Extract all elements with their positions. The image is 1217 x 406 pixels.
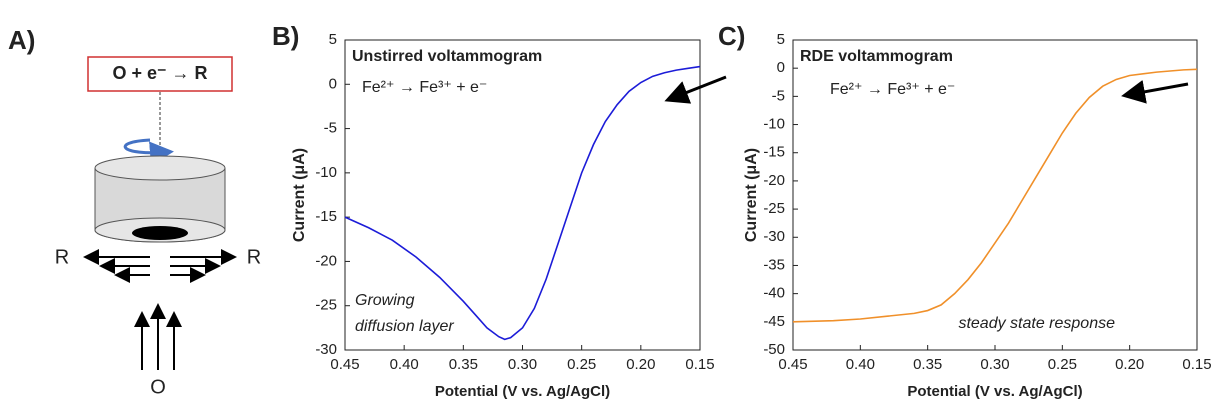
y-tick-label: -40: [763, 285, 785, 302]
reactant-label: O: [150, 376, 166, 398]
y-tick-label: -20: [763, 172, 785, 189]
y-tick-label: -30: [763, 228, 785, 245]
chart-title: Unstirred voltammogram: [352, 48, 542, 65]
reaction-text: O + e⁻ → R: [112, 63, 207, 83]
x-axis-label: Potential (V vs. Ag/AgCl): [435, 383, 610, 400]
y-tick-label: -10: [315, 164, 337, 181]
x-tick-label: 0.40: [390, 356, 419, 373]
x-tick-label: 0.45: [778, 356, 807, 373]
data-line: [792, 68, 1198, 323]
x-tick-label: 0.20: [1115, 356, 1144, 373]
x-tick-label: 0.30: [980, 356, 1009, 373]
annotation: Fe²⁺ → Fe³⁺ + e⁻: [830, 81, 955, 98]
chart-title: RDE voltammogram: [800, 48, 953, 65]
y-tick-label: -30: [315, 341, 337, 358]
panel-label: B): [272, 21, 299, 51]
annotation: steady state response: [958, 315, 1115, 332]
y-tick-label: 0: [329, 75, 337, 92]
panel-a: A) O + e⁻ → R R R O: [8, 25, 261, 398]
x-tick-label: 0.25: [1048, 356, 1077, 373]
x-tick-label: 0.25: [567, 356, 596, 373]
x-axis-label: Potential (V vs. Ag/AgCl): [907, 383, 1082, 400]
electrode-disk: [132, 226, 188, 240]
rotation-arrow: [123, 138, 174, 166]
direction-arrow: [664, 75, 727, 104]
y-axis-label: Current (μA): [291, 148, 308, 242]
y-tick-label: 0: [777, 59, 785, 76]
x-tick-label: 0.35: [913, 356, 942, 373]
x-tick-label: 0.45: [330, 356, 359, 373]
y-tick-label: -5: [324, 120, 337, 137]
y-axis-label: Current (μA): [743, 148, 760, 242]
y-tick-label: -45: [763, 313, 785, 330]
y-tick-label: -10: [763, 116, 785, 133]
flow-arrows: [83, 249, 237, 370]
x-tick-label: 0.15: [1182, 356, 1211, 373]
y-tick-label: -15: [315, 208, 337, 225]
y-tick-label: -35: [763, 256, 785, 273]
x-tick-label: 0.15: [685, 356, 714, 373]
electrode-top: [94, 155, 226, 181]
product-label: R: [247, 246, 261, 268]
annotation: Growing: [355, 292, 415, 309]
product-label: R: [55, 246, 69, 268]
reaction-box: [87, 56, 233, 92]
y-tick-label: -15: [763, 144, 785, 161]
annotation: diffusion layer: [355, 318, 454, 335]
y-tick-label: -20: [315, 252, 337, 269]
y-tick-label: 5: [777, 31, 785, 48]
x-tick-label: 0.35: [449, 356, 478, 373]
x-tick-label: 0.30: [508, 356, 537, 373]
data-line: [344, 65, 701, 341]
annotation: Fe²⁺ → Fe³⁺ + e⁻: [362, 79, 487, 96]
y-tick-label: -50: [763, 341, 785, 358]
direction-arrow: [1121, 79, 1189, 104]
y-tick-label: -25: [315, 297, 337, 314]
x-tick-label: 0.20: [626, 356, 655, 373]
panel-label: A): [8, 25, 35, 55]
panel-label: C): [718, 21, 745, 51]
y-tick-label: -25: [763, 200, 785, 217]
y-tick-label: 5: [329, 31, 337, 48]
x-tick-label: 0.40: [846, 356, 875, 373]
y-tick-label: -5: [772, 87, 785, 104]
